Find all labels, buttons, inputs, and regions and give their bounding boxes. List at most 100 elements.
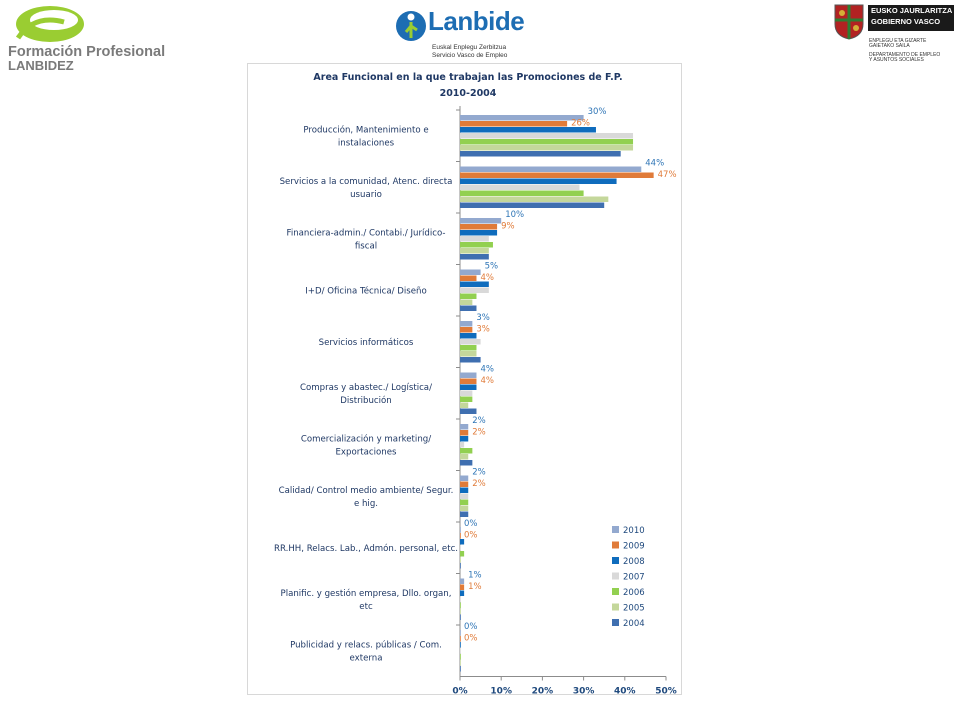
bar-2007: [460, 133, 634, 139]
gobierno-vasco-logo: EUSKO JAURLARITZA GOBIERNO VASCO ENPLEGU…: [832, 2, 957, 68]
bar-2004: [460, 563, 461, 569]
x-tick-label: 50%: [655, 687, 677, 695]
chart-title-line2: 2010-2004: [440, 88, 497, 99]
category-label: Distribución: [340, 395, 392, 406]
bar-2009: [460, 636, 461, 642]
legend-swatch-2010: [612, 526, 619, 533]
legend-label: 2010: [623, 526, 645, 536]
data-label-2009: 4%: [480, 273, 494, 283]
category-label: RR.HH, Relacs. Lab., Admón. personal, et…: [274, 543, 458, 554]
bar-2010: [460, 218, 502, 224]
gv-name-box: EUSKO JAURLARITZA GOBIERNO VASCO: [868, 5, 954, 31]
bar-2006: [460, 139, 634, 145]
data-label-2010: 0%: [464, 622, 478, 632]
bar-2008: [460, 590, 465, 596]
bar-2007: [460, 493, 469, 499]
data-label-2009: 26%: [571, 119, 590, 129]
bar-2007: [460, 648, 461, 654]
bar-2004: [460, 357, 481, 363]
x-tick-label: 0%: [452, 687, 467, 695]
x-tick-label: 10%: [490, 687, 512, 695]
bar-2007: [460, 442, 465, 448]
gv-dept2a: DEPARTAMENTO DE EMPLEO: [869, 52, 941, 58]
gv-line2: GOBIERNO VASCO: [871, 17, 941, 26]
category-label: Producción, Mantenimiento e: [303, 124, 428, 135]
fp-logo-line2: LANBIDEZ: [8, 58, 74, 73]
data-label-2009: 4%: [480, 376, 494, 386]
category-label: Servicios informáticos: [319, 338, 414, 348]
legend-label: 2007: [623, 573, 645, 583]
data-label-2009: 2%: [472, 428, 486, 438]
category-label: Compras y abastec./ Logística/: [300, 383, 432, 393]
data-label-2009: 0%: [464, 634, 478, 644]
bar-2008: [460, 178, 617, 184]
bar-2004: [460, 151, 621, 157]
legend-label: 2004: [623, 619, 645, 629]
bar-2009: [460, 121, 568, 127]
bar-2004: [460, 460, 473, 466]
legend-swatch-2008: [612, 557, 619, 564]
bar-2005: [460, 145, 634, 151]
bar-2010: [460, 424, 469, 430]
bar-2004: [460, 305, 477, 311]
data-label-2009: 9%: [501, 222, 515, 232]
category-label: usuario: [350, 190, 382, 200]
legend-swatch-2004: [612, 619, 619, 626]
legend-swatch-2006: [612, 588, 619, 595]
bar-2005: [460, 505, 469, 511]
fp-logo-line1: Formación Profesional: [8, 44, 166, 60]
lanbide-name: Lanbide: [428, 6, 525, 36]
bar-2007: [460, 236, 489, 242]
bar-2005: [460, 557, 461, 563]
bar-2006: [460, 190, 584, 196]
bar-2009: [460, 533, 461, 539]
chart-title-line1: Area Funcional en la que trabajan las Pr…: [313, 72, 622, 83]
category-label: Planific. y gestión empresa, Dllo. organ…: [281, 588, 452, 599]
bar-2006: [460, 242, 493, 248]
bar-2006: [460, 499, 469, 505]
bar-2010: [460, 166, 642, 172]
bar-2010: [460, 372, 477, 378]
bar-2009: [460, 275, 477, 281]
bar-2004: [460, 202, 605, 208]
gv-dept2b: Y ASUNTOS SOCIALES: [869, 57, 924, 63]
bar-2004: [460, 511, 469, 517]
data-label-2010: 30%: [588, 107, 607, 117]
bar-2005: [460, 299, 473, 305]
data-label-2009: 0%: [464, 531, 478, 541]
category-label: Comercialización y marketing/: [301, 433, 431, 444]
bar-2009: [460, 430, 469, 436]
bar-2007: [460, 339, 481, 345]
bar-2007: [460, 596, 461, 602]
data-label-2009: 3%: [476, 325, 490, 335]
bar-2010: [460, 630, 461, 636]
formacion-profesional-logo: Formación Profesional LANBIDEZ: [4, 2, 179, 73]
bar-2006: [460, 345, 477, 351]
bar-2007: [460, 545, 461, 551]
bar-2006: [460, 396, 473, 402]
bar-2009: [460, 172, 654, 178]
data-label-2010: 1%: [468, 571, 482, 581]
bar-2006: [460, 654, 461, 660]
bar-2005: [460, 351, 477, 357]
data-label-2009: 1%: [468, 582, 482, 592]
gv-line1: EUSKO JAURLARITZA: [871, 6, 953, 15]
bar-2008: [460, 642, 461, 648]
bar-2005: [460, 248, 489, 254]
bar-2010: [460, 269, 481, 275]
data-label-2010: 5%: [485, 262, 499, 272]
bar-2010: [460, 115, 584, 121]
lanbide-subtitle-es: Servicio Vasco de Empleo: [432, 52, 508, 59]
gv-dept1a: ENPLEGU ETA GIZARTE: [869, 38, 927, 44]
bar-2008: [460, 436, 469, 442]
data-label-2010: 4%: [480, 365, 494, 375]
bar-2004: [460, 408, 477, 414]
bar-2005: [460, 454, 469, 460]
category-label: instalaciones: [338, 138, 395, 148]
bar-2004: [460, 666, 461, 672]
chart-frame: Area Funcional en la que trabajan las Pr…: [247, 63, 682, 697]
bar-2005: [460, 196, 609, 202]
lanbide-figure-icon: [396, 11, 426, 41]
bar-2010: [460, 321, 473, 327]
data-label-2010: 44%: [645, 159, 664, 169]
